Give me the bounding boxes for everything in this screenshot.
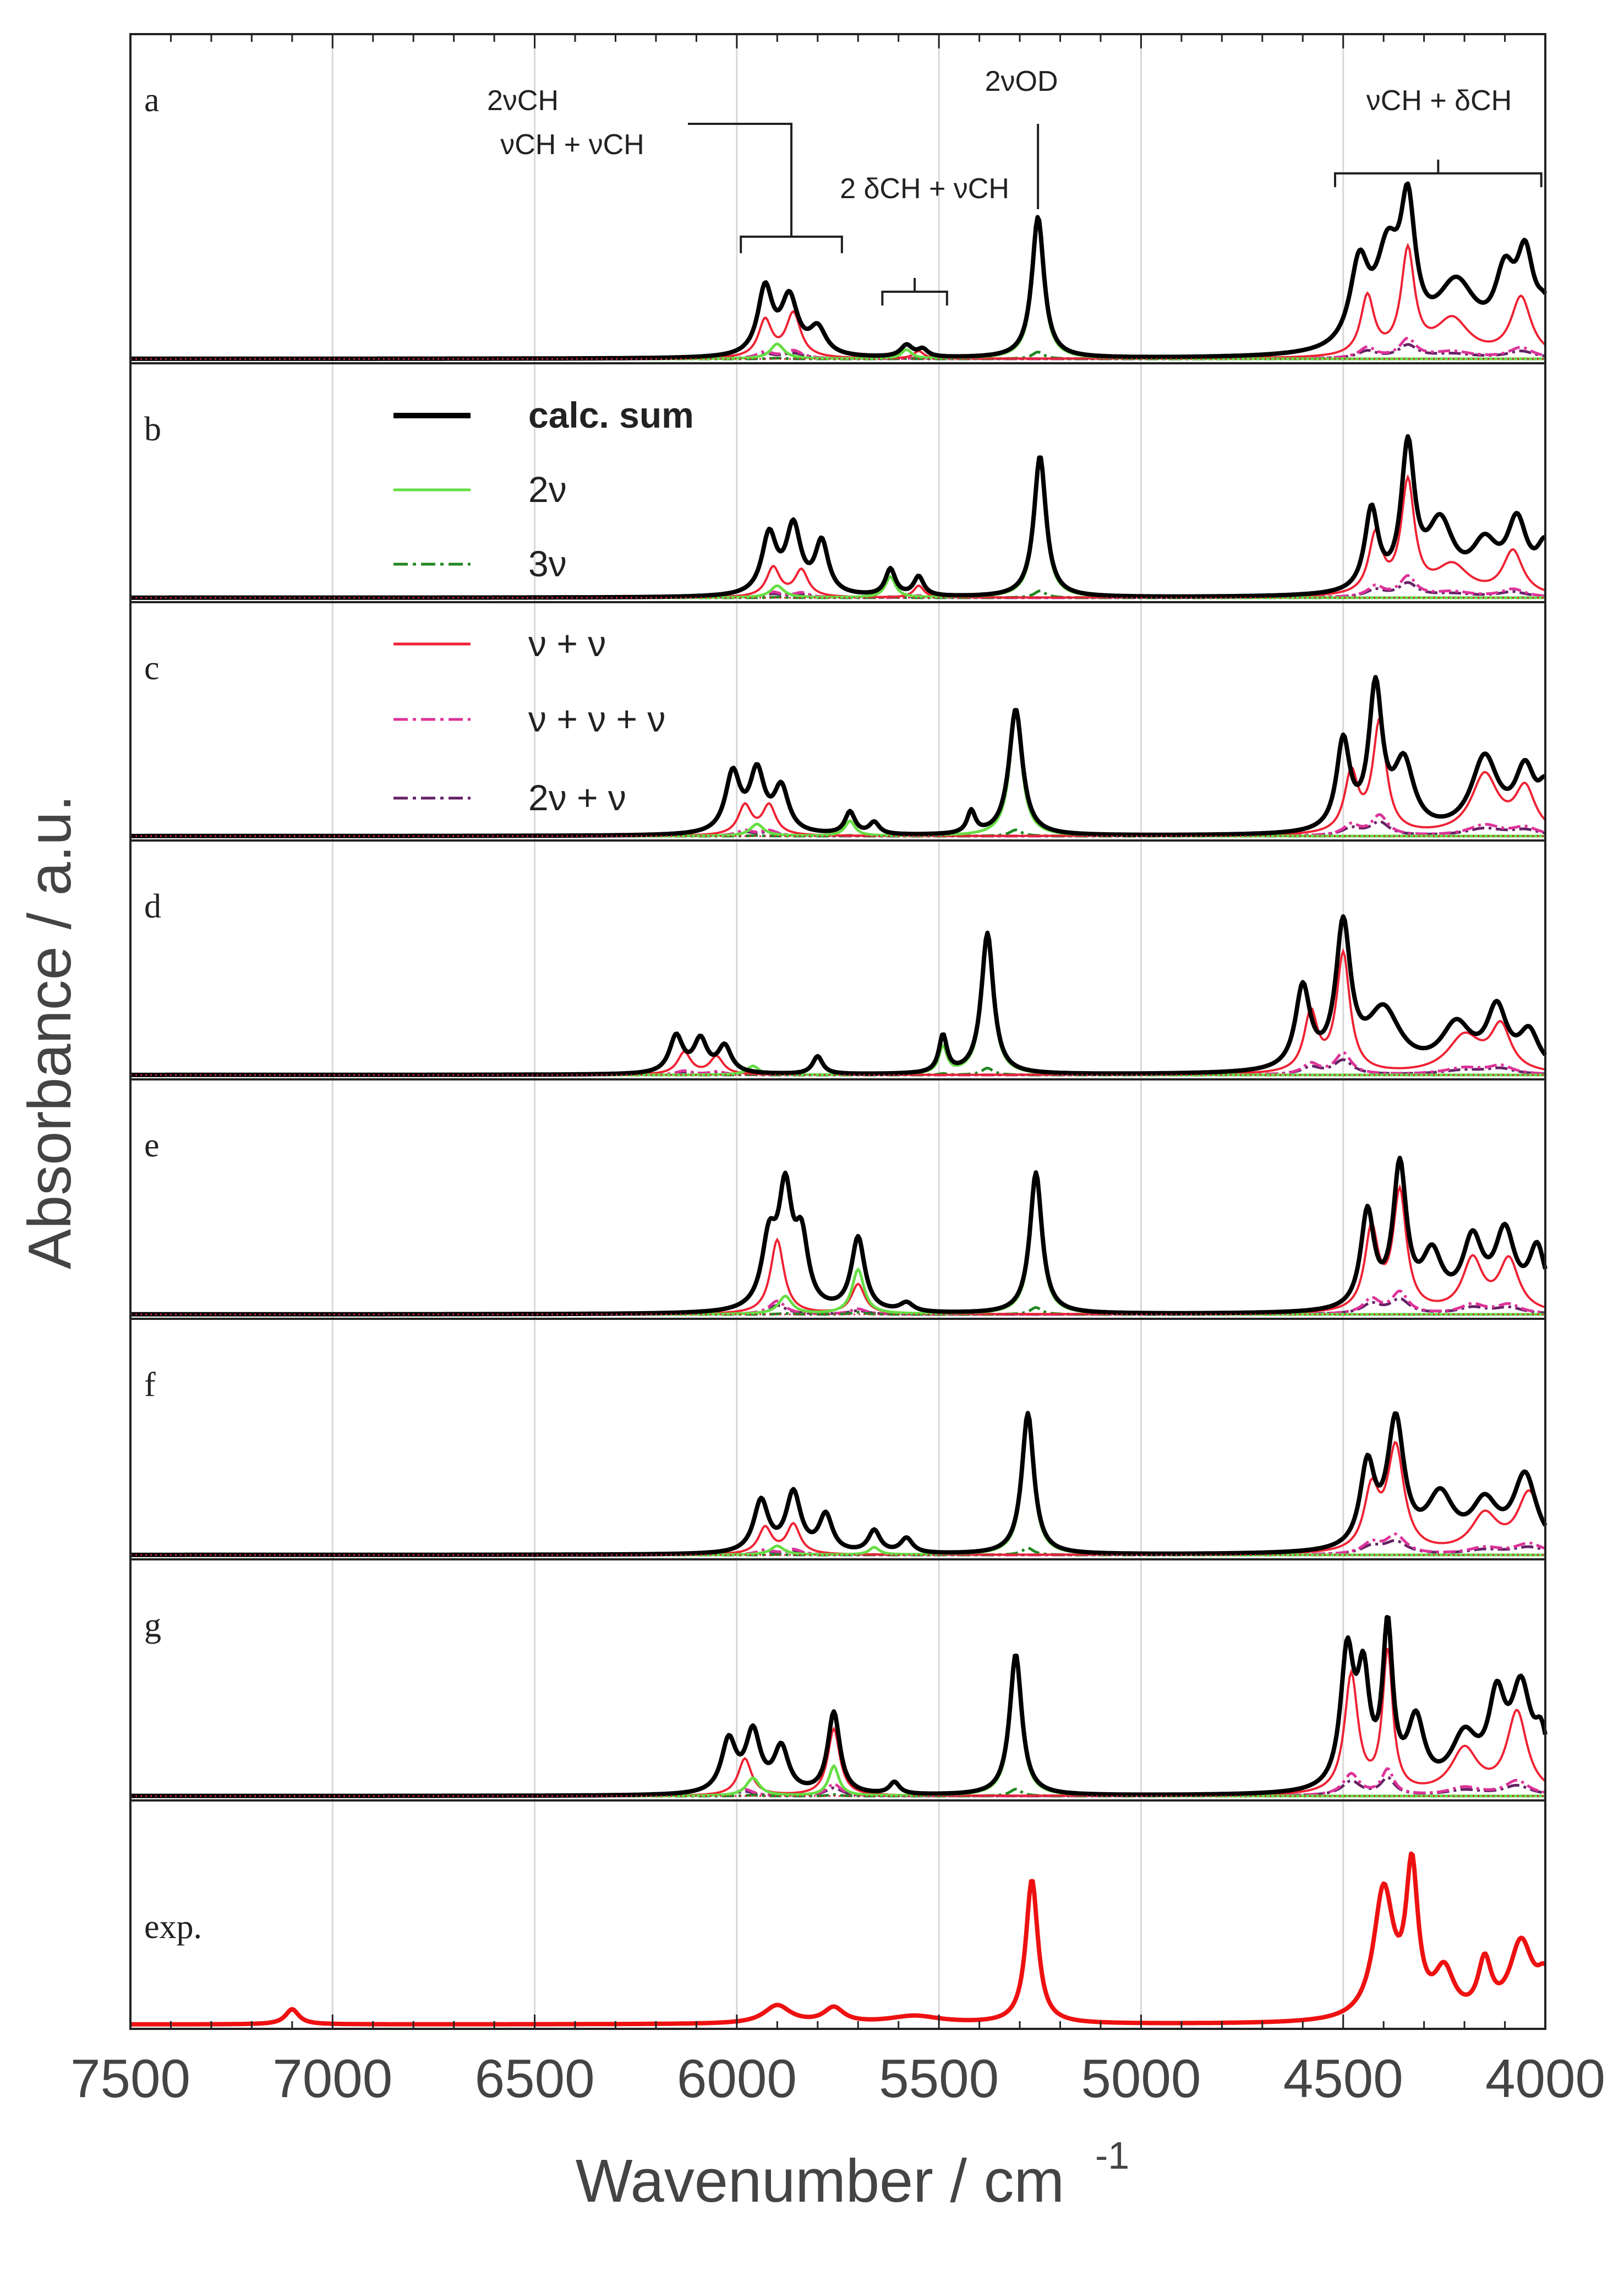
panel-a: a	[129, 81, 1548, 361]
panel-label: exp.	[144, 1908, 202, 1946]
bracket	[1334, 172, 1543, 187]
legend-entry: calc. sum	[393, 395, 694, 435]
panel-label: e	[144, 1127, 160, 1164]
legend-label: 2ν	[528, 469, 567, 510]
x-tick-label: 4500	[1283, 2048, 1403, 2109]
panel-label: g	[144, 1607, 161, 1644]
panel-exp: exp.	[129, 1851, 1547, 2027]
panel-e: e	[129, 1127, 1548, 1317]
legend-label: ν + ν	[528, 623, 606, 664]
x-tick-label: 4000	[1485, 2048, 1605, 2109]
annotations-layer: 2νCH νCH + νCH 2 δCH + νCH 2νOD νCH + δCH	[487, 66, 1543, 305]
bracket	[740, 236, 843, 253]
panel-label: b	[144, 411, 161, 448]
series-nu-plus-nu	[130, 718, 1546, 837]
series-2nu	[130, 713, 1545, 838]
legend-entry: ν + ν + ν	[393, 698, 665, 739]
series-2nu	[130, 1176, 1545, 1316]
x-tick-label: 5000	[1081, 2048, 1201, 2109]
panel-g: g	[129, 1607, 1548, 1798]
panel-label: c	[144, 649, 160, 687]
bracket-leader	[688, 123, 793, 237]
series-calc-sum	[129, 1411, 1548, 1557]
legend-label: 3ν	[528, 543, 567, 584]
x-axis-title-superscript: -1	[1095, 2134, 1129, 2177]
annotation-nuCH-deltaCH: νCH + δCH	[1334, 85, 1543, 187]
annotation-2nuCH: 2νCH νCH + νCH	[487, 85, 843, 253]
panels-layer: a b c d e f g exp.	[129, 81, 1548, 2027]
panel-label: a	[144, 81, 160, 119]
series-calc-sum	[129, 434, 1546, 600]
series-2nu	[130, 1416, 1545, 1557]
series-calc-sum	[129, 675, 1546, 838]
x-axis-title: Wavenumber / cm	[576, 2147, 1064, 2215]
series-calc-sum	[129, 181, 1548, 361]
annotation-text: 2 δCH + νCH	[840, 173, 1009, 205]
annotation-text: νCH + νCH	[500, 129, 644, 161]
panel-d: d	[129, 888, 1548, 1077]
frame-layer	[129, 33, 1546, 2030]
annotation-2deltaCH: 2 δCH + νCH	[840, 173, 1009, 305]
x-tick-label: 7000	[272, 2048, 392, 2109]
series-calc-sum	[129, 1615, 1548, 1798]
annotation-text: 2νCH	[487, 85, 559, 117]
ticks-layer: 7500 7000 6500 6000 5500 5000 4500 4000	[70, 34, 1605, 2109]
bracket	[881, 291, 948, 305]
legend: calc. sum 2ν 3ν ν + ν ν + ν + ν 2ν + ν	[393, 395, 694, 818]
legend-entry: 3ν	[393, 543, 567, 584]
legend-label: 2ν + ν	[528, 777, 626, 818]
series-nu-plus-nu	[130, 948, 1546, 1076]
panel-c: c	[129, 649, 1546, 838]
exp-spectrum-line	[129, 1851, 1547, 2027]
panel-label: d	[144, 888, 161, 925]
x-tick-label: 7500	[70, 2048, 190, 2109]
series-calc-sum	[129, 1155, 1548, 1317]
panel-b: b	[129, 411, 1546, 600]
series-nu-plus-nu-plus-nu	[130, 1767, 1546, 1798]
series-nu-plus-nu	[130, 242, 1546, 360]
x-tick-label: 6000	[677, 2048, 797, 2109]
legend-entry: ν + ν	[393, 623, 606, 664]
y-axis-title: Absorbance / a.u.	[16, 795, 84, 1269]
legend-entry: 2ν + ν	[393, 777, 626, 818]
annotation-2nuOD: 2νOD	[985, 66, 1058, 209]
x-tick-label: 5500	[879, 2048, 999, 2109]
axis-labels-layer: Wavenumber / cm -1 Absorbance / a.u.	[16, 795, 1129, 2215]
grid-layer	[331, 34, 1344, 2029]
annotation-text: νCH + δCH	[1366, 85, 1512, 117]
annotation-text: 2νOD	[985, 66, 1058, 97]
series-2nu	[130, 460, 1545, 599]
legend-entry: 2ν	[393, 469, 567, 510]
legend-label: ν + ν + ν	[528, 698, 665, 739]
panel-f: f	[129, 1366, 1548, 1557]
panel-label: f	[144, 1366, 156, 1404]
series-calc-sum	[129, 914, 1548, 1077]
legend-label: calc. sum	[528, 395, 694, 435]
x-tick-label: 6500	[475, 2048, 595, 2109]
plot-frame	[129, 33, 1546, 2030]
